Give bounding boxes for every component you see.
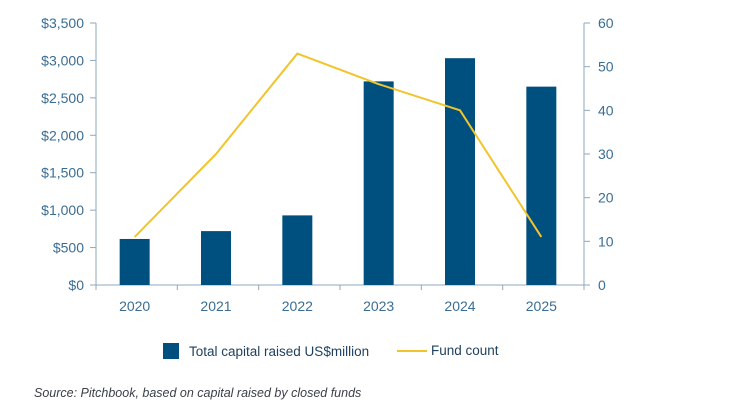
source-note: Source: Pitchbook, based on capital rais… xyxy=(34,386,362,400)
bar xyxy=(363,81,394,285)
legend-bar-swatch xyxy=(163,343,179,359)
left-tick-label: $3,500 xyxy=(41,15,84,31)
x-tick-label: 2023 xyxy=(363,298,394,314)
right-tick-label: 10 xyxy=(598,233,614,249)
x-tick-label: 2022 xyxy=(282,298,313,314)
legend-bar-label: Total capital raised US$million xyxy=(189,344,369,359)
right-tick-label: 0 xyxy=(598,277,606,293)
right-tick-label: 20 xyxy=(598,190,614,206)
x-tick-label: 2024 xyxy=(444,298,475,314)
left-tick-label: $2,500 xyxy=(41,90,84,106)
x-tick-label: 2020 xyxy=(119,298,150,314)
right-tick-label: 40 xyxy=(598,102,614,118)
right-tick-label: 50 xyxy=(598,59,614,75)
left-tick-label: $3,000 xyxy=(41,52,84,68)
x-tick-label: 2021 xyxy=(200,298,231,314)
bar xyxy=(201,231,231,285)
left-tick-label: $0 xyxy=(68,277,84,293)
left-tick-label: $500 xyxy=(53,240,84,256)
fund-count-line xyxy=(133,52,543,238)
bar xyxy=(282,215,313,285)
bar xyxy=(526,86,557,285)
bar xyxy=(119,238,150,285)
legend-line-label: Fund count xyxy=(431,343,499,358)
x-tick-label: 2025 xyxy=(526,298,557,314)
left-tick-label: $1,500 xyxy=(41,165,84,181)
bar xyxy=(445,58,475,285)
left-tick-label: $2,000 xyxy=(41,127,84,143)
right-tick-label: 30 xyxy=(598,146,614,162)
right-tick-label: 60 xyxy=(598,15,614,31)
left-tick-label: $1,000 xyxy=(41,202,84,218)
